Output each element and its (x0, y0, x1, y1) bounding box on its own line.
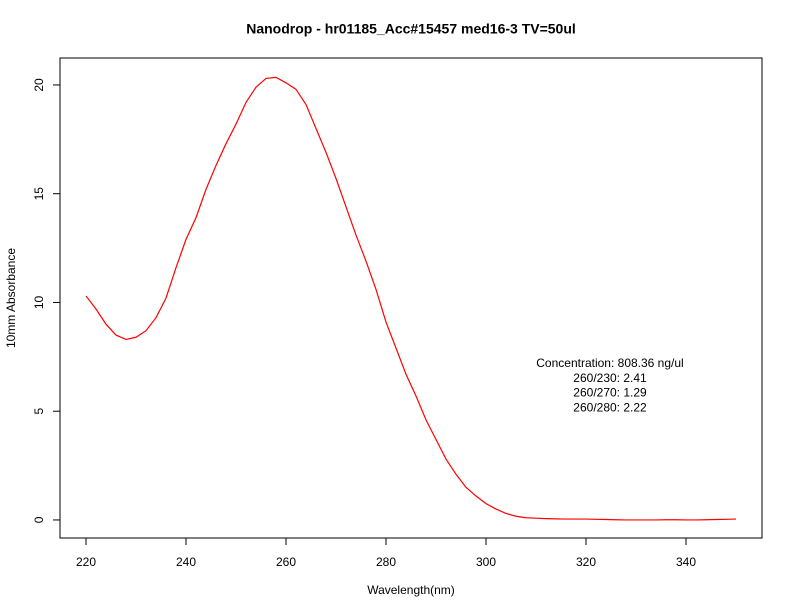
spectrum-line (85, 76, 737, 521)
y-tick-label: 15 (32, 187, 46, 201)
chart-title: Nanodrop - hr01185_Acc#15457 med16-3 TV=… (246, 21, 576, 37)
annotation: Concentration: 808.36 ng/ul (536, 356, 683, 370)
y-tick-label: 5 (32, 408, 46, 415)
x-tick-label: 320 (576, 555, 596, 569)
annotation: 260/270: 1.29 (573, 386, 647, 400)
x-tick-label: 260 (276, 555, 296, 569)
x-axis-label: Wavelength(nm) (367, 583, 455, 597)
annotation: 260/230: 2.41 (573, 371, 647, 385)
y-tick-label: 20 (32, 78, 46, 92)
x-tick-label: 300 (476, 555, 496, 569)
x-tick-label: 280 (376, 555, 396, 569)
x-tick-label: 220 (76, 555, 96, 569)
plot-box (59, 57, 763, 539)
y-axis-label: 10mm Absorbance (4, 248, 18, 348)
y-tick-label: 10 (32, 295, 46, 309)
annotation: 260/280: 2.22 (573, 400, 647, 414)
x-tick-label: 340 (676, 555, 696, 569)
x-tick-label: 240 (176, 555, 196, 569)
y-tick-label: 0 (32, 516, 46, 523)
